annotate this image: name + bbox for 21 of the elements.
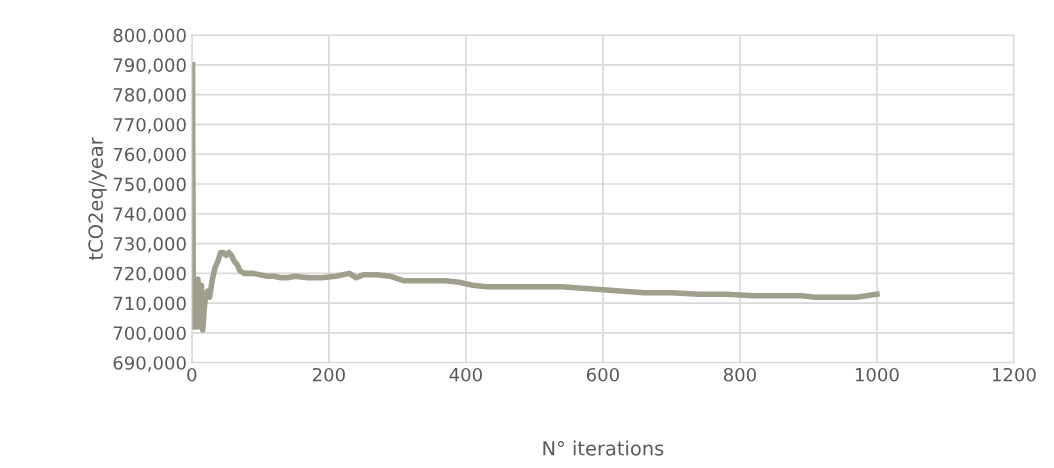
x-tick-label: 400 (449, 367, 482, 382)
y-tick-label: 700,000 (113, 326, 186, 342)
x-tick-label: 0 (187, 367, 197, 382)
x-tick-label: 1200 (992, 367, 1036, 382)
y-tick-label: 730,000 (113, 237, 186, 253)
y-tick-label: 770,000 (113, 117, 186, 134)
y-tick-label: 690,000 (113, 356, 186, 372)
y-tick-label: 710,000 (113, 296, 186, 313)
y-tick-label: 760,000 (113, 147, 186, 164)
y-tick-label: 740,000 (113, 207, 186, 223)
x-tick-label: 1000 (855, 367, 899, 382)
y-tick-label: 790,000 (113, 58, 186, 74)
y-axis-title: tCO2eq/year (88, 137, 107, 260)
x-tick-label: 200 (312, 367, 345, 382)
x-tick-label: 800 (723, 367, 756, 382)
y-tick-label: 750,000 (113, 177, 186, 193)
y-tick-label: 720,000 (113, 266, 186, 283)
x-tick-label: 600 (586, 367, 619, 382)
x-axis-title: N° iterations (543, 440, 664, 456)
y-tick-label: 780,000 (113, 88, 186, 104)
y-tick-label: 800,000 (113, 28, 186, 45)
